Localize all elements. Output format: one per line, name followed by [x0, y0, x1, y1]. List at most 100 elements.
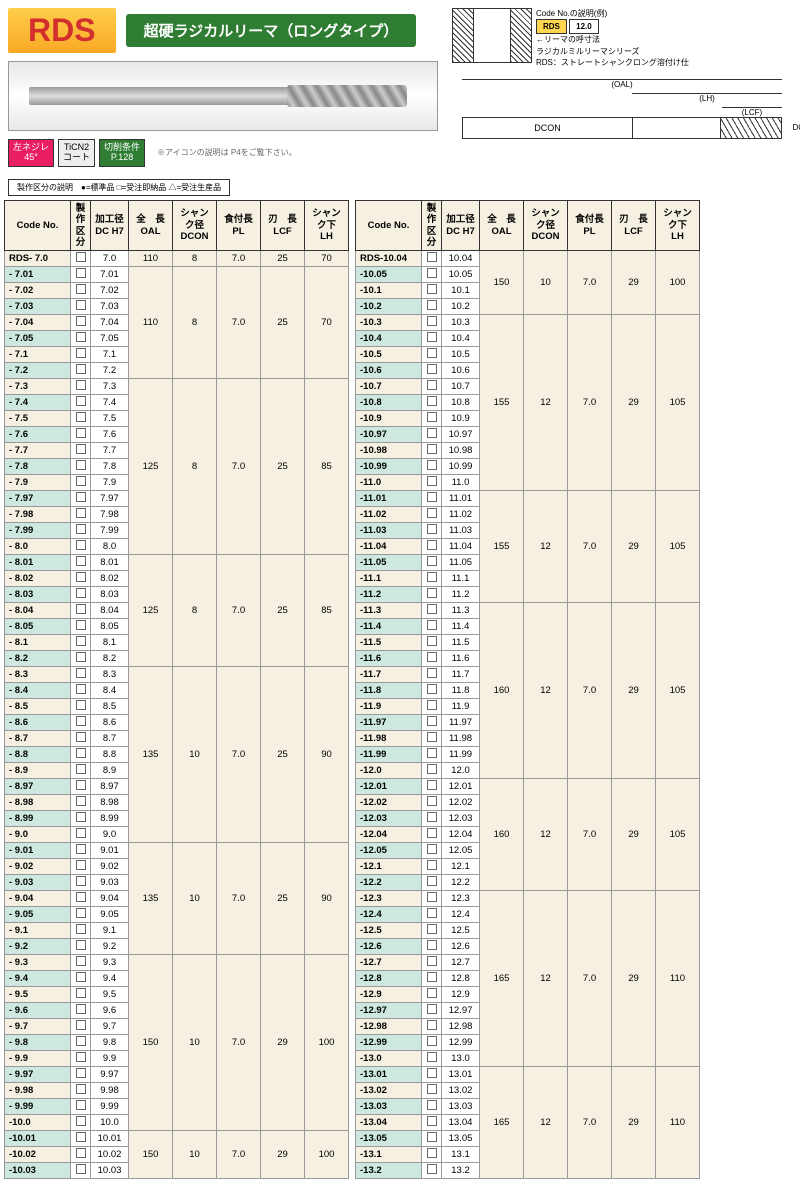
cell-code: - 9.03 — [5, 875, 71, 891]
cell-code: -12.1 — [356, 859, 422, 875]
cell-code: -12.7 — [356, 955, 422, 971]
cell-dc: 13.1 — [442, 1147, 480, 1163]
cell-dc: 10.5 — [442, 347, 480, 363]
cell-code: - 7.05 — [5, 331, 71, 347]
cell-lcf: 29 — [612, 1067, 656, 1179]
cell-code: - 8.97 — [5, 779, 71, 795]
cell-dc: 9.6 — [91, 1003, 129, 1019]
cell-kubun — [71, 1051, 91, 1067]
cell-kubun — [71, 843, 91, 859]
cell-kubun — [422, 363, 442, 379]
cell-dcon: 10 — [173, 955, 217, 1131]
cell-dc: 7.2 — [91, 363, 129, 379]
cell-dc: 7.05 — [91, 331, 129, 347]
cell-dcon: 10 — [173, 843, 217, 955]
cell-dc: 9.01 — [91, 843, 129, 859]
feature-badge: TiCN2コート — [58, 139, 95, 167]
cell-dc: 12.9 — [442, 987, 480, 1003]
col-header-oal: 全 長OAL — [480, 200, 524, 251]
cell-lcf: 29 — [261, 955, 305, 1131]
cell-code: - 9.98 — [5, 1083, 71, 1099]
cell-code: - 8.1 — [5, 635, 71, 651]
cell-kubun — [422, 891, 442, 907]
cell-dc: 10.7 — [442, 379, 480, 395]
cell-dc: 8.3 — [91, 667, 129, 683]
cell-dc: 10.05 — [442, 267, 480, 283]
cell-dc: 9.8 — [91, 1035, 129, 1051]
cell-dc: 12.5 — [442, 923, 480, 939]
spec-table-left: Code No.製作区分加工径DC H7全 長OALシャンク径DCON食付長PL… — [4, 200, 349, 1179]
cell-dc: 9.97 — [91, 1067, 129, 1083]
cell-code: -13.02 — [356, 1083, 422, 1099]
cell-lcf: 29 — [612, 779, 656, 891]
col-header-kubun: 製作区分 — [422, 200, 442, 251]
cell-kubun — [71, 859, 91, 875]
feature-badge: 切削条件P.128 — [99, 139, 145, 167]
cell-kubun — [422, 859, 442, 875]
cell-code: -10.3 — [356, 315, 422, 331]
dimension-diagram: (OAL) (LH) (LCF) DCON DC — [452, 76, 792, 146]
cell-kubun — [422, 587, 442, 603]
cell-kubun — [422, 699, 442, 715]
cell-dc: 9.9 — [91, 1051, 129, 1067]
cell-dc: 8.5 — [91, 699, 129, 715]
right-header: Code No.の説明(例) RDS 12.0 ←リーマの呼寸法 ラジカルミルリ… — [452, 8, 792, 167]
cell-dc: 11.02 — [442, 507, 480, 523]
cell-dc: 7.4 — [91, 395, 129, 411]
cell-pl: 7.0 — [217, 843, 261, 955]
cell-dc: 11.04 — [442, 539, 480, 555]
cell-kubun — [422, 955, 442, 971]
cell-dcon: 8 — [173, 251, 217, 267]
cell-kubun — [422, 443, 442, 459]
cell-code: - 9.8 — [5, 1035, 71, 1051]
cell-code: -12.97 — [356, 1003, 422, 1019]
cell-dc: 8.0 — [91, 539, 129, 555]
cell-kubun — [71, 635, 91, 651]
cell-dcon: 10 — [173, 1131, 217, 1179]
cell-oal: 110 — [129, 251, 173, 267]
cell-code: - 7.97 — [5, 491, 71, 507]
cell-pl: 7.0 — [568, 779, 612, 891]
cell-kubun — [71, 411, 91, 427]
cell-dc: 11.6 — [442, 651, 480, 667]
cell-code: RDS-10.04 — [356, 251, 422, 267]
cell-kubun — [71, 715, 91, 731]
cell-kubun — [422, 715, 442, 731]
cell-code: -11.3 — [356, 603, 422, 619]
cell-oal: 155 — [480, 491, 524, 603]
cell-kubun — [71, 971, 91, 987]
cell-dc: 12.2 — [442, 875, 480, 891]
cell-kubun — [71, 907, 91, 923]
cell-kubun — [71, 683, 91, 699]
cell-oal: 160 — [480, 603, 524, 779]
cell-dc: 10.6 — [442, 363, 480, 379]
col-header-lcf: 刃 長LCF — [261, 200, 305, 251]
cell-dc: 12.02 — [442, 795, 480, 811]
cell-dc: 11.99 — [442, 747, 480, 763]
cell-dc: 11.03 — [442, 523, 480, 539]
cell-code: -13.01 — [356, 1067, 422, 1083]
cell-code: -13.1 — [356, 1147, 422, 1163]
col-header-code: Code No. — [5, 200, 71, 251]
cell-kubun — [422, 923, 442, 939]
cell-dcon: 10 — [524, 251, 568, 315]
col-header-lh: シャンク下LH — [305, 200, 349, 251]
cell-kubun — [71, 699, 91, 715]
col-header-lcf: 刃 長LCF — [612, 200, 656, 251]
cell-kubun — [422, 875, 442, 891]
cell-kubun — [71, 395, 91, 411]
cell-code: - 7.04 — [5, 315, 71, 331]
cell-dc: 8.6 — [91, 715, 129, 731]
cell-dc: 8.98 — [91, 795, 129, 811]
cell-dc: 13.02 — [442, 1083, 480, 1099]
cell-code: - 8.98 — [5, 795, 71, 811]
cell-dc: 9.7 — [91, 1019, 129, 1035]
cell-code: - 8.05 — [5, 619, 71, 635]
cell-kubun — [71, 475, 91, 491]
cell-kubun — [422, 667, 442, 683]
cell-dc: 12.98 — [442, 1019, 480, 1035]
cell-code: -10.2 — [356, 299, 422, 315]
cell-dc: 10.2 — [442, 299, 480, 315]
cell-code: -10.1 — [356, 283, 422, 299]
cell-lh: 105 — [656, 603, 700, 779]
